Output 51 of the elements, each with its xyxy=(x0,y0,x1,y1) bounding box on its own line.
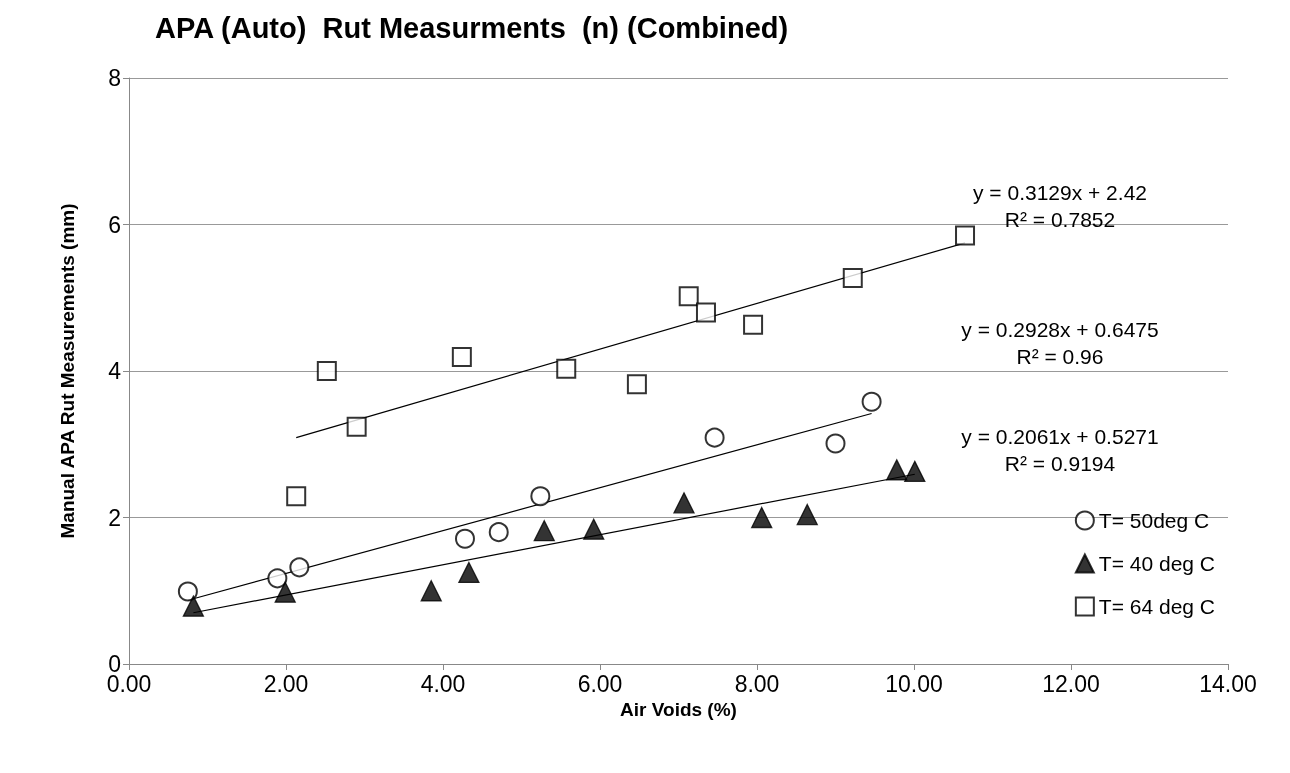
point xyxy=(316,361,337,381)
point xyxy=(286,486,307,507)
x-tick-label: 8.00 xyxy=(734,670,780,697)
x-tick-label: 2.00 xyxy=(263,670,309,697)
point xyxy=(420,580,442,602)
point xyxy=(861,391,882,412)
point xyxy=(530,486,551,507)
point xyxy=(704,427,725,448)
point xyxy=(556,358,577,379)
point xyxy=(626,374,647,395)
annotation: y = 0.2928x + 0.6475 R² = 0.96 xyxy=(961,318,1159,368)
point xyxy=(289,557,310,578)
chart-title: APA (Auto) Rut Measurments (n) (Combined) xyxy=(155,11,789,44)
point xyxy=(673,492,695,514)
point xyxy=(886,459,908,481)
point xyxy=(751,506,773,529)
y-axis-title: Manual APA Rut Measurements (mm) xyxy=(57,203,78,539)
point xyxy=(955,225,976,246)
point xyxy=(842,267,863,288)
x-tick-label: 14.00 xyxy=(1199,670,1257,697)
point xyxy=(695,302,716,323)
point xyxy=(451,347,472,368)
x-axis-title: Air Voids (%) xyxy=(620,698,737,720)
point xyxy=(455,528,475,549)
y-tick-label: 6 xyxy=(108,211,121,238)
point xyxy=(533,520,555,542)
legend-label: T= 50deg C xyxy=(1098,509,1210,532)
legend-label: T= 40 deg C xyxy=(1098,552,1215,575)
point xyxy=(346,416,367,437)
point xyxy=(267,568,288,589)
point xyxy=(458,561,480,584)
y-tick-label: 8 xyxy=(108,65,121,91)
annotation: y = 0.3129x + 2.42 R² = 0.7852 xyxy=(973,181,1147,231)
point xyxy=(743,314,764,335)
y-tick-label: 4 xyxy=(108,358,122,384)
annotation: y = 0.2061x + 0.5271 R² = 0.9194 xyxy=(961,425,1159,475)
x-tick-label: 12.00 xyxy=(1042,670,1100,697)
point xyxy=(583,518,605,540)
point xyxy=(904,460,926,482)
point xyxy=(177,581,198,602)
x-tick-label: 10.00 xyxy=(885,670,943,697)
point xyxy=(678,286,699,307)
point xyxy=(182,595,205,617)
legend-label: T= 64 deg C xyxy=(1098,595,1215,618)
x-tick-label: 6.00 xyxy=(577,670,623,697)
x-tick-label: 4.00 xyxy=(420,670,466,697)
y-tick-label: 2 xyxy=(108,504,121,531)
point xyxy=(825,433,846,454)
point xyxy=(796,503,818,526)
point xyxy=(488,522,509,543)
point xyxy=(274,581,296,603)
